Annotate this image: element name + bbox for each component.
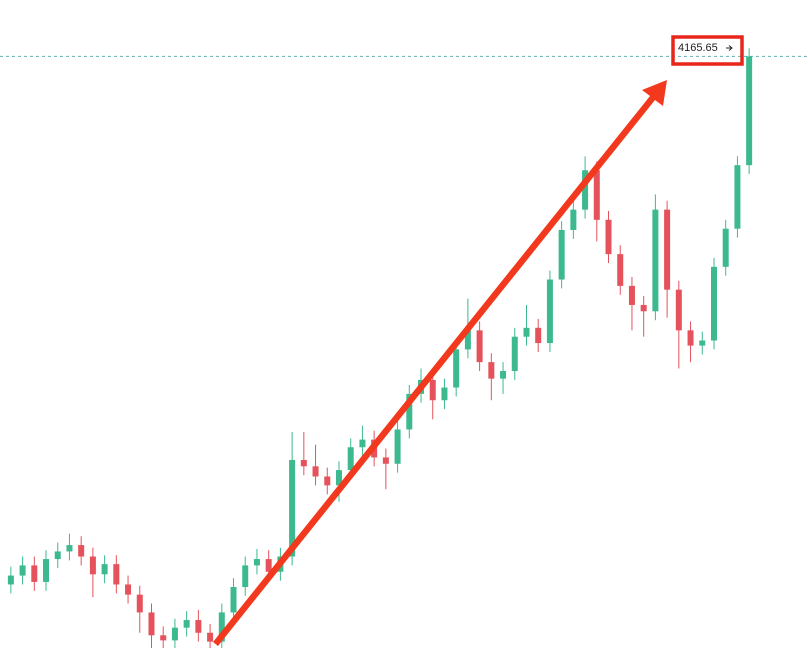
- candle-body: [546, 279, 553, 344]
- candle-body: [582, 170, 589, 210]
- candle-body: [242, 565, 249, 588]
- candle-body: [183, 620, 190, 628]
- candle-body: [253, 559, 260, 566]
- candle-body: [699, 340, 706, 346]
- candle-body: [31, 565, 38, 582]
- candle-body: [230, 587, 237, 613]
- candle-body: [171, 627, 178, 641]
- candle-body: [523, 327, 530, 337]
- candle-body: [66, 545, 73, 552]
- candle-body: [78, 545, 85, 557]
- candle-body: [593, 170, 600, 220]
- candle-body: [19, 565, 26, 576]
- candle-body: [453, 349, 460, 388]
- candle-body: [722, 228, 729, 267]
- candle-body: [535, 327, 542, 344]
- candle-body: [312, 466, 319, 477]
- candle-body: [101, 564, 108, 575]
- candle-body: [113, 564, 120, 585]
- candle-body: [207, 632, 214, 642]
- candle-body: [441, 387, 448, 401]
- price-label: 4165.65: [678, 42, 718, 54]
- candle-body: [148, 612, 155, 636]
- candles: [0, 48, 808, 648]
- candle-body: [289, 459, 296, 557]
- candle-body: [335, 470, 342, 486]
- candle-body: [640, 304, 647, 312]
- candle-body: [218, 612, 225, 642]
- candle-body: [7, 575, 14, 585]
- annotation-arrow: [213, 80, 667, 646]
- candle-body: [734, 165, 741, 229]
- candle-body: [570, 209, 577, 230]
- candle-body: [406, 393, 413, 430]
- price-label-arrow: [726, 45, 733, 51]
- candle-body: [511, 336, 518, 372]
- candle-body: [359, 439, 366, 448]
- candle-body: [617, 254, 624, 286]
- candle-body: [160, 635, 167, 641]
- candle-body: [136, 594, 143, 613]
- candle-body: [125, 584, 132, 595]
- candle-body: [324, 476, 331, 486]
- candle-body: [464, 330, 471, 350]
- candle-body: [382, 457, 389, 464]
- candle-body: [652, 209, 659, 312]
- candle-body: [429, 379, 436, 401]
- candle-body: [746, 56, 753, 166]
- candle-body: [675, 289, 682, 331]
- candle-body: [265, 559, 272, 572]
- candle-body: [664, 209, 671, 290]
- candle-body: [43, 559, 50, 582]
- candle-body: [347, 447, 354, 471]
- candle-body: [628, 285, 635, 305]
- candle-body: [500, 371, 507, 379]
- candle-body: [488, 362, 495, 379]
- candle-body: [300, 459, 307, 467]
- highlight-box: [671, 35, 744, 66]
- candle-body: [476, 330, 483, 363]
- candle-body: [710, 266, 717, 341]
- candle-body: [54, 551, 61, 560]
- candle-body: [605, 219, 612, 255]
- candle-body: [394, 429, 401, 464]
- candle-body: [558, 229, 565, 280]
- candle-body: [195, 620, 202, 633]
- candle-body: [89, 556, 96, 575]
- candle-body: [687, 330, 694, 346]
